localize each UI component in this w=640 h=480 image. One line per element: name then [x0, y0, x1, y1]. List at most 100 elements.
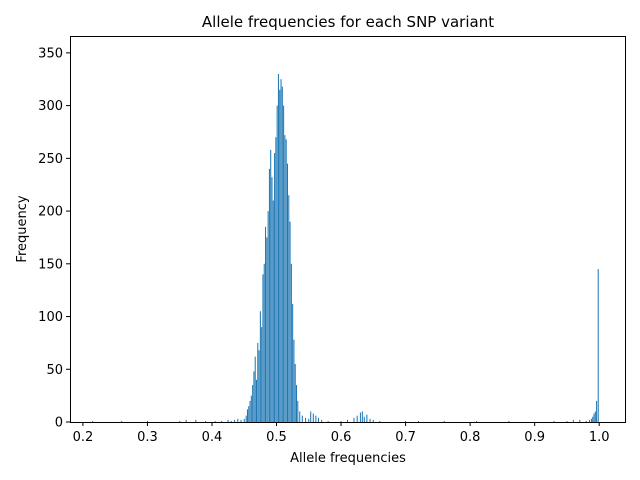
- histogram-bar: [594, 411, 596, 422]
- histogram-bar: [259, 311, 261, 422]
- histogram-bar: [254, 356, 256, 422]
- histogram-bar: [308, 418, 310, 422]
- histogram-bar: [252, 385, 254, 422]
- histogram-bar: [572, 419, 574, 422]
- histogram-bar: [317, 417, 319, 422]
- x-tick-label: 1.0: [589, 430, 610, 445]
- histogram-bar: [249, 400, 251, 422]
- histogram-bar: [361, 411, 363, 422]
- histogram-bar: [590, 418, 592, 422]
- histogram-bar: [294, 363, 296, 422]
- histogram-bar: [255, 379, 258, 422]
- histogram-bar: [246, 409, 248, 422]
- histogram-bar: [305, 417, 307, 422]
- histogram-bar: [379, 420, 381, 422]
- histogram-bar: [271, 177, 273, 422]
- histogram-bar: [296, 385, 298, 422]
- histogram-bar: [230, 420, 232, 422]
- histogram-bar: [592, 416, 594, 422]
- y-axis: 0 50 100 150 200 250 300 350: [38, 46, 70, 431]
- histogram-bar: [566, 420, 568, 422]
- histogram-bar: [297, 400, 299, 422]
- histogram-bar: [312, 413, 314, 422]
- histogram-bar: [588, 419, 591, 422]
- x-tick-label: 0.7: [395, 430, 416, 445]
- histogram-bar: [261, 327, 263, 422]
- histogram-bar: [205, 420, 207, 422]
- histogram-bar: [363, 416, 365, 422]
- x-tick-label: 0.8: [460, 430, 481, 445]
- histogram-bar: [258, 350, 260, 422]
- y-tick-label: 250: [38, 152, 63, 167]
- histogram-bar: [263, 263, 265, 422]
- histogram-bar: [280, 79, 282, 423]
- histogram-bar: [227, 419, 229, 422]
- histogram-bar: [240, 419, 242, 422]
- histogram-bar: [315, 415, 317, 422]
- histogram-bar: [346, 419, 349, 422]
- histogram-bar: [253, 371, 255, 422]
- x-tick-label: 0.6: [331, 430, 352, 445]
- histogram-bar: [272, 200, 274, 422]
- histogram-bar: [299, 411, 301, 422]
- x-tick-label: 0.2: [73, 430, 94, 445]
- y-tick-label: 100: [38, 310, 63, 325]
- histogram-bar: [321, 419, 323, 422]
- chart-title: Allele frequencies for each SNP variant: [202, 13, 494, 31]
- histogram-bar: [146, 420, 148, 422]
- histogram-bar: [262, 274, 264, 422]
- histogram-bar: [353, 417, 355, 422]
- histogram-bar: [267, 211, 269, 422]
- histogram-bar: [288, 195, 290, 422]
- histogram-bar: [553, 420, 555, 422]
- histogram-bar: [268, 168, 270, 422]
- histogram-bar: [270, 149, 272, 422]
- histogram-bar: [340, 420, 342, 422]
- histogram-bar: [248, 406, 250, 422]
- histogram-bars: [92, 73, 599, 423]
- y-tick-label: 300: [38, 99, 63, 114]
- histogram-bar: [195, 419, 197, 422]
- histogram-bar: [257, 342, 259, 422]
- histogram-bar: [443, 420, 445, 422]
- histogram-bar: [372, 419, 374, 422]
- histogram-bar: [265, 226, 267, 422]
- histogram-bar: [276, 105, 278, 423]
- plot-frame: [70, 36, 626, 423]
- histogram-bar: [290, 263, 292, 422]
- histogram-bar: [221, 420, 223, 422]
- histogram-bar: [281, 86, 283, 423]
- y-tick-label: 350: [38, 46, 63, 61]
- y-axis-label: Frequency: [15, 195, 30, 262]
- histogram-bar: [214, 420, 216, 422]
- histogram-bar: [279, 89, 281, 422]
- x-tick-label: 0.9: [524, 430, 545, 445]
- histogram-bar: [369, 418, 371, 422]
- y-tick-label: 0: [55, 416, 63, 431]
- x-axis-label: Allele frequencies: [290, 451, 406, 466]
- histogram-bar: [476, 420, 478, 422]
- x-tick-label: 0.3: [137, 430, 158, 445]
- histogram-bar: [266, 237, 268, 422]
- histogram-bar: [245, 415, 247, 422]
- x-tick-label: 0.4: [202, 430, 223, 445]
- histogram-bar: [284, 135, 286, 422]
- histogram-bar: [301, 415, 303, 422]
- histogram-bar: [508, 420, 510, 422]
- y-tick-label: 150: [38, 257, 63, 272]
- histogram-bar: [366, 414, 368, 422]
- histogram-bar: [310, 411, 312, 422]
- histogram-bar: [585, 420, 587, 422]
- histogram-bar: [597, 269, 599, 422]
- histogram-bar: [286, 163, 288, 423]
- histogram-bar: [292, 303, 294, 422]
- histogram-bar: [289, 221, 291, 422]
- histogram-bar: [285, 139, 287, 423]
- histogram-bar: [359, 412, 361, 422]
- histogram-bar: [92, 420, 94, 422]
- y-tick-label: 200: [38, 205, 63, 220]
- histogram-bar: [293, 339, 295, 422]
- x-axis: 0.2 0.3 0.4 0.5 0.6 0.7 0.8 0.9 1.0: [73, 422, 610, 445]
